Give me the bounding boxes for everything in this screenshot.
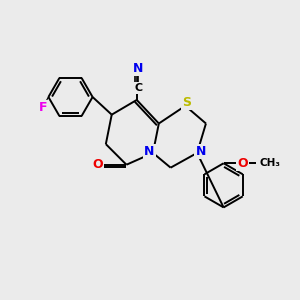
Text: S: S (182, 96, 191, 110)
Text: F: F (39, 101, 47, 114)
Text: O: O (237, 157, 248, 170)
Text: N: N (133, 61, 144, 75)
Text: C: C (134, 83, 142, 93)
Text: N: N (144, 145, 154, 158)
Text: CH₃: CH₃ (260, 158, 280, 168)
Text: N: N (196, 145, 206, 158)
Text: O: O (92, 158, 103, 171)
